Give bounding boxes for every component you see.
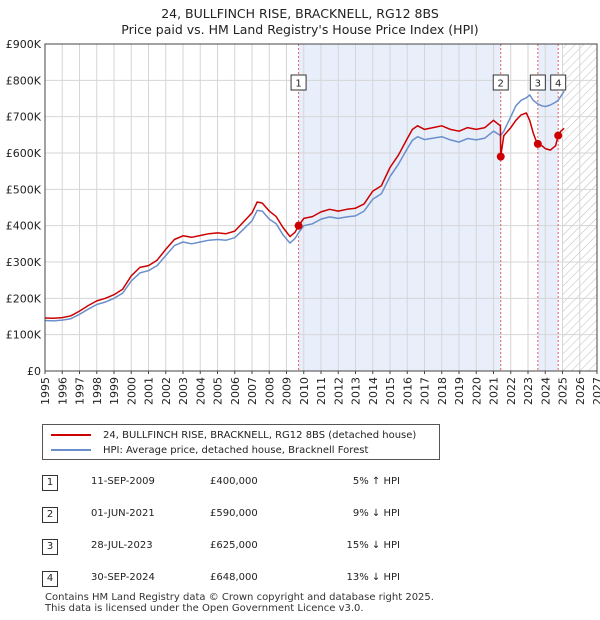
transaction-date: 11-SEP-2009 [91, 476, 155, 487]
transaction-point [554, 131, 563, 140]
transaction-label: 3 [535, 79, 541, 90]
x-tick-label: 2012 [332, 377, 345, 405]
x-tick-label: 2014 [367, 377, 380, 405]
x-tick-label: 2024 [539, 377, 552, 405]
table-row: 2 01-JUN-2021 £590,000 9% ↓ HPI [42, 504, 462, 524]
transaction-point [496, 152, 505, 161]
y-tick-label: £300K [6, 256, 42, 269]
x-tick-label: 2021 [488, 377, 501, 405]
x-tick-label: 2023 [522, 377, 535, 405]
x-tick-label: 2006 [229, 377, 242, 405]
y-tick-label: £400K [6, 220, 42, 233]
x-tick-label: 2005 [212, 377, 225, 405]
x-tick-label: 2017 [419, 377, 432, 405]
transaction-point [294, 221, 303, 230]
x-tick-label: 1995 [39, 377, 52, 405]
x-tick-label: 2008 [263, 377, 276, 405]
transaction-label: 2 [498, 79, 504, 90]
x-tick-label: 2020 [470, 377, 483, 405]
legend-swatch-hpi [51, 449, 91, 451]
table-row: 1 11-SEP-2009 £400,000 5% ↑ HPI [42, 472, 462, 492]
legend-swatch-property [51, 434, 91, 436]
x-tick-label: 1998 [91, 377, 104, 405]
x-tick-label: 2007 [246, 377, 259, 405]
transaction-price: £590,000 [210, 508, 258, 519]
transaction-hpi-diff: 13% ↓ HPI [346, 572, 400, 583]
y-tick-label: £500K [6, 183, 42, 196]
legend-label-property: 24, BULLFINCH RISE, BRACKNELL, RG12 8BS … [103, 429, 417, 441]
table-row: 3 28-JUL-2023 £625,000 15% ↓ HPI [42, 536, 462, 556]
y-tick-label: £800K [6, 74, 42, 87]
transaction-number: 2 [42, 507, 58, 523]
transaction-number: 3 [42, 539, 58, 555]
x-tick-label: 2002 [160, 377, 173, 405]
legend: 24, BULLFINCH RISE, BRACKNELL, RG12 8BS … [42, 424, 440, 460]
x-tick-label: 2001 [143, 377, 156, 405]
footer: Contains HM Land Registry data © Crown c… [45, 592, 434, 614]
transaction-number: 4 [42, 571, 58, 587]
x-tick-label: 2003 [177, 377, 190, 405]
x-tick-label: 2022 [505, 377, 518, 405]
x-tick-label: 2019 [453, 377, 466, 405]
legend-label-hpi: HPI: Average price, detached house, Brac… [103, 444, 369, 456]
x-tick-label: 2027 [591, 377, 600, 405]
transaction-label: 4 [555, 79, 561, 90]
x-tick-label: 2000 [125, 377, 138, 405]
x-tick-label: 1996 [56, 377, 69, 405]
y-tick-label: £0 [27, 365, 41, 378]
y-tick-label: £900K [6, 38, 42, 51]
transaction-price: £648,000 [210, 572, 258, 583]
transaction-label-box [492, 74, 509, 91]
legend-item-hpi: HPI: Average price, detached house, Brac… [51, 443, 368, 457]
x-tick-label: 2010 [298, 377, 311, 405]
x-tick-label: 2018 [436, 377, 449, 405]
x-tick-label: 1999 [108, 377, 121, 405]
x-tick-label: 2025 [557, 377, 570, 405]
x-tick-label: 2009 [281, 377, 294, 405]
price-chart: 1 2 3 4 £0 £100K £200K £300K £400K £500K £600K £70… [6, 38, 600, 405]
legend-item-property: 24, BULLFINCH RISE, BRACKNELL, RG12 8BS … [51, 428, 416, 442]
y-tick-label: £100K [6, 329, 42, 342]
transaction-hpi-diff: 5% ↑ HPI [352, 476, 400, 487]
transaction-date: 30-SEP-2024 [91, 572, 155, 583]
transaction-number: 1 [42, 475, 58, 491]
transaction-date: 28-JUL-2023 [91, 540, 153, 551]
table-row: 4 30-SEP-2024 £648,000 13% ↓ HPI [42, 568, 462, 588]
y-tick-label: £600K [6, 147, 42, 160]
x-tick-label: 2026 [574, 377, 587, 405]
x-tick-label: 2013 [350, 377, 363, 405]
title-subtitle: Price paid vs. HM Land Registry's House … [121, 22, 479, 37]
hpi-line [44, 90, 565, 322]
title-address: 24, BULLFINCH RISE, BRACKNELL, RG12 8BS [161, 6, 439, 21]
transaction-date: 01-JUN-2021 [91, 508, 155, 519]
footer-license: This data is licensed under the Open Gov… [45, 603, 364, 614]
transaction-label-box [290, 74, 307, 91]
x-tick-label: 2011 [315, 377, 328, 405]
transaction-point [533, 139, 542, 148]
footer-copyright: Contains HM Land Registry data © Crown c… [45, 592, 434, 603]
transaction-hpi-diff: 15% ↓ HPI [346, 540, 400, 551]
property-price-line [44, 112, 565, 320]
x-tick-label: 2015 [384, 377, 397, 405]
highlight-band [298, 44, 501, 371]
y-tick-label: £700K [6, 111, 42, 124]
transaction-label-box [529, 74, 546, 91]
transaction-price: £625,000 [210, 540, 258, 551]
transaction-hpi-diff: 9% ↓ HPI [352, 508, 400, 519]
x-tick-label: 2016 [401, 377, 414, 405]
highlight-band [537, 44, 559, 371]
transaction-price: £400,000 [210, 476, 258, 487]
transaction-label: 1 [295, 79, 301, 90]
y-tick-label: £200K [6, 292, 42, 305]
x-tick-label: 2004 [194, 377, 207, 405]
transaction-label-box [550, 74, 567, 91]
chart-title: 24, BULLFINCH RISE, BRACKNELL, RG12 8BS … [0, 6, 600, 38]
x-tick-label: 1997 [74, 377, 87, 405]
